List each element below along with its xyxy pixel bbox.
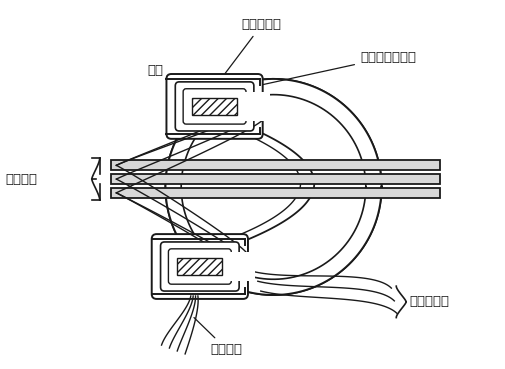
Bar — [112, 174, 440, 184]
FancyBboxPatch shape — [167, 74, 263, 139]
Text: 一次導体: 一次導体 — [6, 173, 38, 186]
Text: 二次巻線: 二次巻線 — [194, 318, 242, 355]
Text: 絶縁ケース: 絶縁ケース — [221, 18, 282, 79]
Bar — [226, 252, 255, 281]
FancyBboxPatch shape — [175, 82, 254, 131]
FancyBboxPatch shape — [169, 249, 231, 284]
Bar — [192, 97, 237, 115]
FancyBboxPatch shape — [183, 89, 246, 124]
Bar — [241, 92, 270, 121]
Text: 鉄心: 鉄心 — [147, 63, 208, 108]
Text: シールドケース: シールドケース — [256, 51, 416, 86]
Bar — [112, 161, 440, 170]
Bar — [177, 258, 222, 275]
Text: テスト巻線: テスト巻線 — [409, 295, 449, 308]
FancyBboxPatch shape — [161, 242, 239, 291]
Circle shape — [181, 94, 366, 279]
Bar — [112, 188, 440, 198]
FancyBboxPatch shape — [152, 234, 248, 299]
Wedge shape — [166, 79, 382, 295]
